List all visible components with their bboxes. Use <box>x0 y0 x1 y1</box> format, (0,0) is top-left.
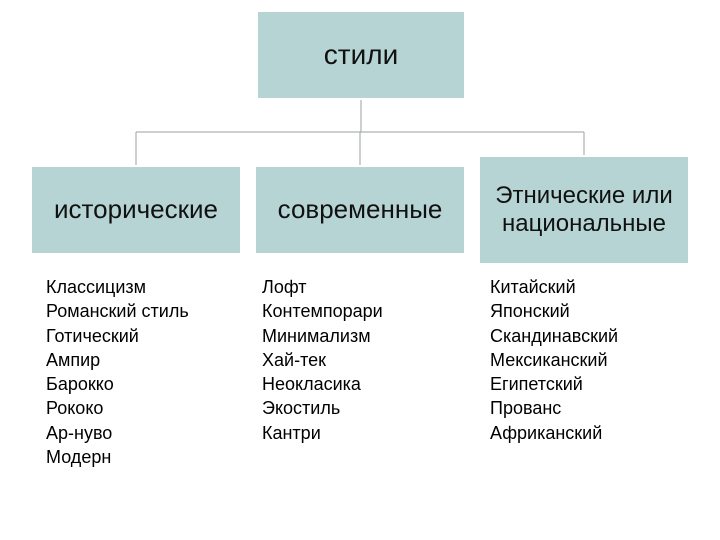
list-modern: Лофт Контемпорари Минимализм Хай-тек Нео… <box>262 275 383 445</box>
list-ethnic: Китайский Японский Скандинавский Мексика… <box>490 275 618 445</box>
child-node-historical: исторические <box>30 165 242 255</box>
child-node-ethnic: Этнические или национальные <box>478 155 690 265</box>
child-label-modern: современные <box>278 195 443 225</box>
child-label-ethnic: Этнические или национальные <box>484 182 684 237</box>
list-historical: Классицизм Романский стиль Готический Ам… <box>46 275 189 469</box>
child-label-historical: исторические <box>54 195 218 225</box>
diagram-canvas: { "diagram": { "type": "tree", "backgrou… <box>0 0 720 540</box>
root-node: стили <box>256 10 466 100</box>
child-node-modern: современные <box>254 165 466 255</box>
root-label: стили <box>324 39 398 71</box>
